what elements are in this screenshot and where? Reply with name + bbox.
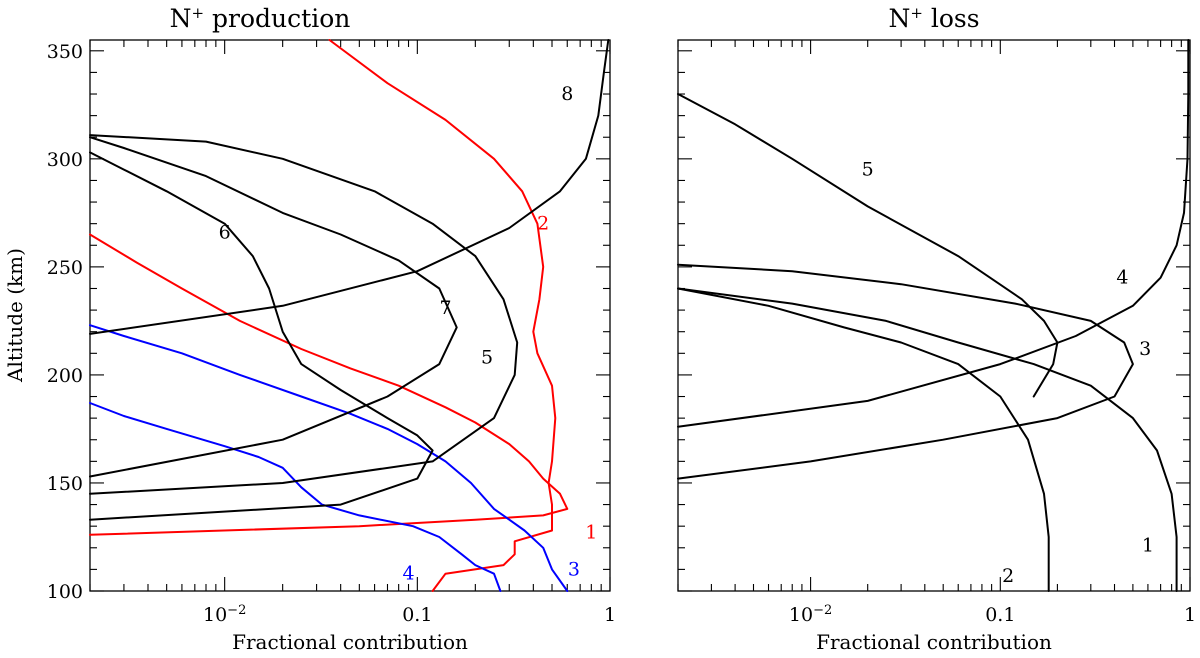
series-label-6: 6 <box>219 221 231 243</box>
curves: 1 2 3 4 5 <box>677 39 1190 592</box>
x-ticks: 10−2 0.1 1 100 150 200 250 300 350 <box>47 40 616 626</box>
series-line-5 <box>677 93 1059 398</box>
series-line-3 <box>89 324 569 592</box>
plot-frame <box>89 39 611 592</box>
series-line-4 <box>89 402 502 592</box>
series-label-1: 1 <box>1142 535 1154 557</box>
x-ticks: 10−2 0.1 1 <box>677 40 1196 627</box>
x-axis-label: Fractional contribution <box>816 630 1052 654</box>
x-tick-label: 10−2 <box>203 603 246 627</box>
series-label-4: 4 <box>1116 267 1128 289</box>
chart-loss: N+ loss 10−2 0.1 1 1 2 3 4 5 Fractional contri… <box>677 4 1196 654</box>
y-axis-label: Altitude (km) <box>3 248 27 383</box>
y-tick-label: 200 <box>47 365 83 387</box>
x-tick-label: 0.1 <box>402 604 432 626</box>
chart-title: N+ production <box>170 4 351 33</box>
series-line-2 <box>328 39 557 592</box>
x-tick-label: 1 <box>604 604 616 626</box>
series-line-5 <box>89 134 519 495</box>
x-tick-label: 0.1 <box>985 604 1015 626</box>
series-line-1 <box>677 287 1178 592</box>
x-tick-label: 1 <box>1184 604 1196 626</box>
series-label-7: 7 <box>439 297 451 319</box>
chart-title: N+ loss <box>888 4 979 33</box>
curves: 1 2 3 4 5 6 7 8 <box>89 39 610 592</box>
series-line-4 <box>677 39 1190 428</box>
y-tick-label: 350 <box>47 41 83 63</box>
plot-frame <box>677 39 1191 592</box>
series-line-3 <box>677 263 1134 480</box>
series-label-5: 5 <box>481 347 493 369</box>
series-line-2 <box>677 287 1050 592</box>
x-axis-label: Fractional contribution <box>232 630 468 654</box>
series-label-3: 3 <box>1139 338 1151 360</box>
series-line-1 <box>89 233 569 536</box>
series-label-4: 4 <box>402 563 414 585</box>
series-label-8: 8 <box>561 83 573 105</box>
series-label-2: 2 <box>537 213 549 235</box>
series-label-1: 1 <box>585 522 597 544</box>
y-tick-label: 150 <box>47 473 83 495</box>
series-line-7 <box>89 136 458 478</box>
y-tick-label: 250 <box>47 257 83 279</box>
series-label-2: 2 <box>1002 565 1014 587</box>
series-line-6 <box>89 151 434 521</box>
y-tick-label: 100 <box>47 581 83 603</box>
x-tick-label: 10−2 <box>789 603 832 627</box>
series-label-5: 5 <box>862 159 874 181</box>
y-tick-label: 300 <box>47 149 83 171</box>
chart-production: N+ production 10−2 0.1 1 100 150 200 250 300 350… <box>3 4 616 654</box>
series-label-3: 3 <box>568 558 580 580</box>
series-line-8 <box>89 39 610 335</box>
